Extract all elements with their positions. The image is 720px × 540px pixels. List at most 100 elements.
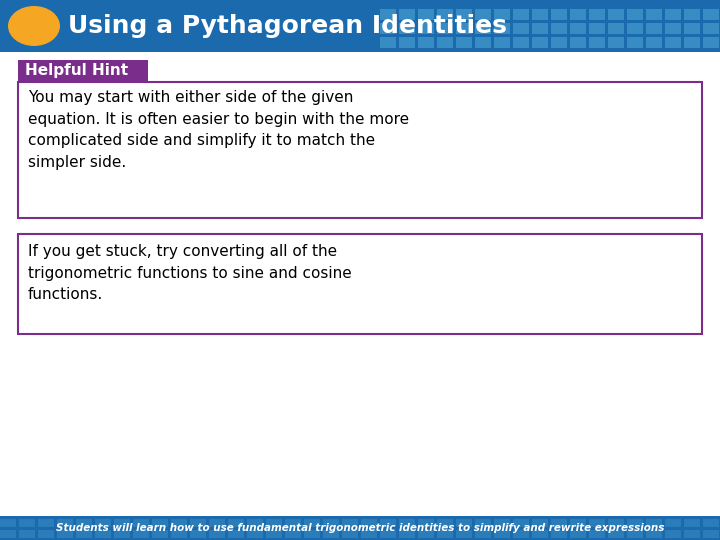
- Bar: [532, 530, 548, 538]
- Bar: [380, 37, 396, 48]
- Bar: [494, 23, 510, 34]
- Bar: [19, 530, 35, 538]
- Bar: [437, 519, 453, 527]
- Bar: [209, 530, 225, 538]
- Bar: [513, 37, 529, 48]
- Bar: [570, 9, 586, 20]
- Bar: [532, 23, 548, 34]
- Bar: [456, 37, 472, 48]
- Bar: [589, 23, 605, 34]
- Bar: [570, 519, 586, 527]
- Bar: [665, 9, 681, 20]
- Bar: [0, 530, 16, 538]
- Bar: [114, 519, 130, 527]
- Bar: [228, 519, 244, 527]
- Bar: [551, 519, 567, 527]
- Bar: [0, 516, 720, 540]
- Bar: [703, 37, 719, 48]
- Bar: [627, 37, 643, 48]
- Bar: [627, 9, 643, 20]
- Bar: [152, 519, 168, 527]
- Bar: [513, 9, 529, 20]
- Bar: [57, 530, 73, 538]
- Bar: [589, 519, 605, 527]
- Bar: [627, 530, 643, 538]
- Bar: [494, 530, 510, 538]
- Bar: [456, 23, 472, 34]
- Bar: [418, 519, 434, 527]
- Bar: [475, 23, 491, 34]
- Bar: [418, 530, 434, 538]
- Bar: [228, 530, 244, 538]
- Bar: [646, 9, 662, 20]
- Bar: [418, 23, 434, 34]
- Bar: [456, 519, 472, 527]
- Bar: [266, 530, 282, 538]
- Bar: [399, 23, 415, 34]
- Bar: [475, 530, 491, 538]
- Bar: [95, 530, 111, 538]
- Bar: [494, 37, 510, 48]
- Bar: [380, 23, 396, 34]
- Text: Using a Pythagorean Identities: Using a Pythagorean Identities: [68, 14, 507, 38]
- Bar: [494, 519, 510, 527]
- Bar: [684, 519, 700, 527]
- Bar: [570, 23, 586, 34]
- Bar: [0, 519, 16, 527]
- Bar: [513, 519, 529, 527]
- Bar: [114, 530, 130, 538]
- Bar: [608, 530, 624, 538]
- Bar: [646, 37, 662, 48]
- Bar: [551, 37, 567, 48]
- Bar: [589, 9, 605, 20]
- Text: Students will learn how to use fundamental trigonometric identities to simplify : Students will learn how to use fundament…: [56, 523, 664, 533]
- Bar: [684, 9, 700, 20]
- Bar: [703, 530, 719, 538]
- Bar: [399, 519, 415, 527]
- Bar: [551, 530, 567, 538]
- Bar: [475, 37, 491, 48]
- Bar: [342, 519, 358, 527]
- Bar: [0, 52, 720, 516]
- Bar: [456, 9, 472, 20]
- Text: If you get stuck, try converting all of the
trigonometric functions to sine and : If you get stuck, try converting all of …: [28, 244, 352, 302]
- Bar: [133, 519, 149, 527]
- Bar: [0, 0, 720, 52]
- Bar: [684, 37, 700, 48]
- Bar: [665, 23, 681, 34]
- Bar: [76, 519, 92, 527]
- Bar: [380, 9, 396, 20]
- Bar: [437, 37, 453, 48]
- Bar: [608, 37, 624, 48]
- Bar: [703, 9, 719, 20]
- Bar: [247, 519, 263, 527]
- Bar: [361, 519, 377, 527]
- Bar: [38, 530, 54, 538]
- Bar: [304, 519, 320, 527]
- Ellipse shape: [8, 6, 60, 46]
- Bar: [532, 9, 548, 20]
- Bar: [456, 530, 472, 538]
- Bar: [323, 519, 339, 527]
- Bar: [38, 519, 54, 527]
- Bar: [475, 519, 491, 527]
- Bar: [646, 530, 662, 538]
- Bar: [532, 519, 548, 527]
- Bar: [627, 519, 643, 527]
- Bar: [684, 23, 700, 34]
- Bar: [209, 519, 225, 527]
- Bar: [380, 530, 396, 538]
- Bar: [551, 23, 567, 34]
- Bar: [665, 519, 681, 527]
- Bar: [285, 530, 301, 538]
- Text: You may start with either side of the given
equation. It is often easier to begi: You may start with either side of the gi…: [28, 90, 409, 170]
- Bar: [18, 234, 702, 334]
- Bar: [285, 519, 301, 527]
- Bar: [399, 37, 415, 48]
- Bar: [18, 60, 148, 82]
- Bar: [684, 530, 700, 538]
- Bar: [627, 23, 643, 34]
- Bar: [57, 519, 73, 527]
- Bar: [361, 530, 377, 538]
- Bar: [513, 23, 529, 34]
